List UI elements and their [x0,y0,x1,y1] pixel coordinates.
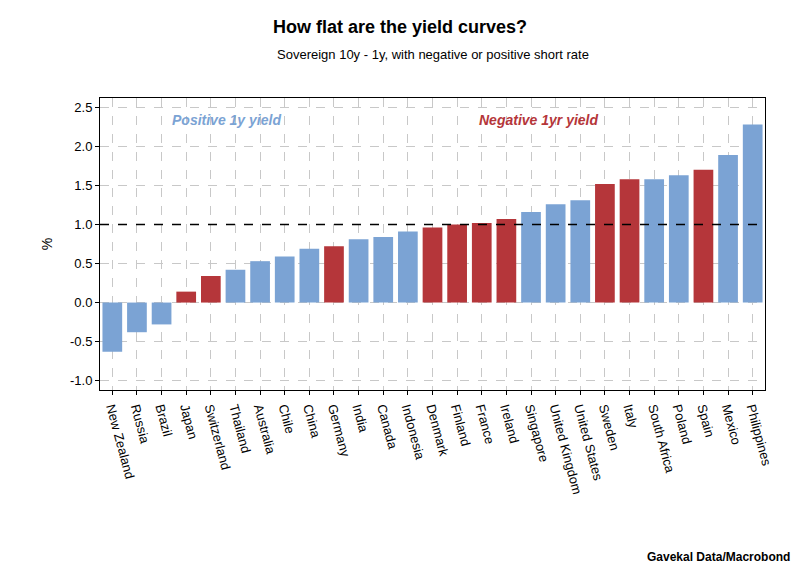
svg-text:Negative 1yr yield: Negative 1yr yield [479,112,599,128]
svg-text:Brazil: Brazil [152,403,175,438]
svg-text:Mexico: Mexico [719,403,744,447]
svg-text:Spain: Spain [694,403,717,439]
svg-text:France: France [473,403,498,446]
svg-text:Thailand: Thailand [226,403,253,455]
svg-text:Positive 1y yield: Positive 1y yield [172,112,281,128]
svg-text:0.5: 0.5 [74,256,92,271]
svg-text:Denmark: Denmark [423,403,451,458]
svg-text:Sovereign 10y - 1y, with negat: Sovereign 10y - 1y, with negative or pos… [277,47,589,62]
svg-text:China: China [300,403,323,440]
svg-text:How flat are the yield curves?: How flat are the yield curves? [273,17,527,37]
svg-text:Philippines: Philippines [744,403,775,468]
svg-text:United Kingdom: United Kingdom [546,403,584,496]
svg-text:-0.5: -0.5 [70,334,92,349]
svg-text:2.5: 2.5 [74,100,92,115]
svg-text:Canada: Canada [374,403,400,452]
svg-text:Gavekal Data/Macrobond: Gavekal Data/Macrobond [647,550,790,564]
svg-text:Switzerland: Switzerland [202,403,234,472]
svg-text:Chile: Chile [276,403,298,435]
svg-text:Australia: Australia [251,403,279,456]
svg-text:Sweden: Sweden [596,403,623,452]
svg-text:South Africa: South Africa [645,403,678,475]
svg-text:2.0: 2.0 [74,139,92,154]
svg-text:Singapore: Singapore [522,403,552,464]
svg-text:Poland: Poland [670,403,695,446]
svg-text:Finland: Finland [448,403,474,448]
svg-text:Germany: Germany [325,403,353,459]
svg-text:Russia: Russia [128,403,153,446]
svg-text:Indonesia: Indonesia [399,403,428,462]
svg-text:1.0: 1.0 [74,217,92,232]
svg-text:-1.0: -1.0 [70,373,92,388]
svg-text:%: % [39,238,55,250]
svg-text:India: India [349,403,371,435]
svg-text:0.0: 0.0 [74,295,92,310]
svg-text:1.5: 1.5 [74,178,92,193]
svg-text:New Zealand: New Zealand [103,403,137,481]
svg-text:Japan: Japan [177,403,201,441]
svg-text:United States: United States [571,403,606,483]
svg-text:Ireland: Ireland [497,403,522,445]
svg-text:Italy: Italy [620,403,641,430]
